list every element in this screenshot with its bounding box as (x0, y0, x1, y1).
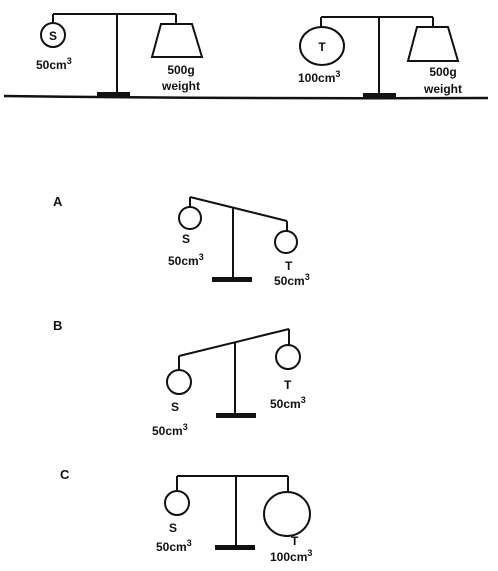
weight-500g (406, 26, 460, 62)
object-t-letter: T (318, 40, 326, 54)
balance-base (97, 92, 130, 97)
balance-base (216, 413, 256, 418)
weight-word-label: weight (161, 79, 200, 93)
object-s-volume: 50cm3 (36, 56, 72, 72)
option-c: C S 50cm3 T 100cm3 (60, 467, 312, 564)
object-s-letter: S (169, 521, 177, 535)
object-t-letter: T (284, 378, 292, 392)
object-t-volume: 100cm3 (270, 548, 312, 564)
object-s-letter: S (182, 232, 190, 246)
option-a: A S 50cm3 T 50cm3 (53, 194, 310, 288)
object-t (275, 344, 301, 370)
object-s (178, 206, 202, 230)
balance-base (212, 277, 252, 282)
object-s-letter: S (49, 29, 57, 43)
top-left-balance: S 50cm3 500g weight (36, 13, 204, 97)
object-t-letter: T (285, 259, 293, 273)
balance-beam (189, 196, 288, 222)
object-s-volume: 50cm3 (168, 252, 204, 268)
object-t-volume: 50cm3 (274, 272, 310, 288)
top-scene: S 50cm3 500g weight T 100cm3 500g weight (3, 13, 489, 100)
option-b: B S 50cm3 T 50cm3 (53, 318, 306, 438)
weight-500g (150, 23, 204, 58)
balance-beam (178, 328, 290, 357)
object-t (263, 491, 311, 537)
weight-mass-label: 500g (429, 65, 456, 79)
option-letter: A (53, 194, 63, 209)
object-t (299, 26, 345, 66)
object-t-volume: 50cm3 (270, 395, 306, 411)
top-right-balance: T 100cm3 500g weight (298, 16, 462, 98)
option-letter: B (53, 318, 62, 333)
balance-base (363, 93, 396, 98)
object-s (166, 369, 192, 395)
object-t (274, 230, 298, 254)
weight-word-label: weight (423, 82, 462, 96)
balance-base (215, 545, 255, 550)
weight-mass-label: 500g (167, 63, 194, 77)
object-t-volume: 100cm3 (298, 69, 340, 85)
object-t-letter: T (291, 534, 299, 548)
object-s (40, 22, 66, 48)
object-s-volume: 50cm3 (156, 538, 192, 554)
option-letter: C (60, 467, 70, 482)
object-s-volume: 50cm3 (152, 422, 188, 438)
object-s-letter: S (171, 400, 179, 414)
object-s (164, 490, 190, 516)
ground-line (3, 94, 489, 100)
